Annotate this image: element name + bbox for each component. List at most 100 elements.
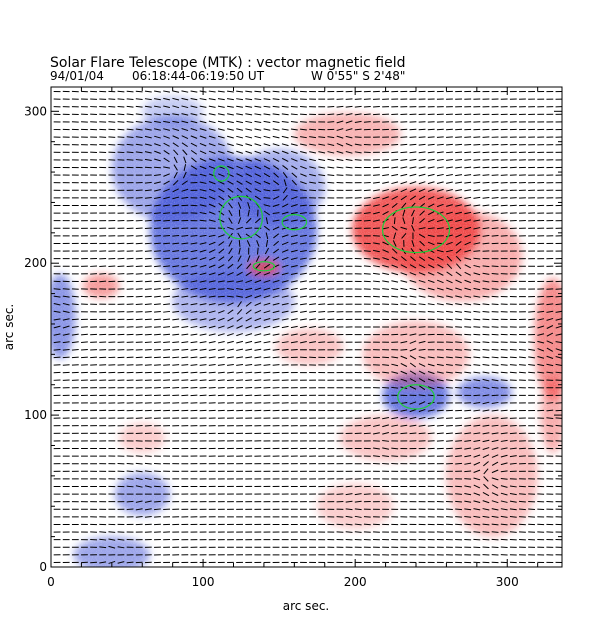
field-vector (190, 234, 198, 237)
field-vector (144, 341, 152, 343)
field-vector (455, 204, 463, 207)
field-vector (382, 181, 390, 184)
field-vector (537, 318, 545, 321)
field-vector (208, 356, 216, 359)
field-vector (53, 295, 61, 298)
field-vector (172, 295, 180, 298)
field-vector (144, 135, 152, 139)
field-vector (208, 211, 216, 215)
field-vector (482, 333, 490, 336)
field-vector (436, 219, 444, 223)
field-vector (217, 333, 225, 336)
field-vector (455, 287, 462, 291)
field-vector (464, 379, 472, 382)
field-vector (154, 310, 161, 313)
field-vector (519, 356, 526, 359)
field-vector (464, 417, 472, 419)
field-vector (199, 341, 207, 344)
field-vector (144, 151, 152, 154)
field-vector (482, 196, 490, 199)
field-vector (555, 295, 562, 298)
field-vector (500, 409, 508, 412)
field-vector (509, 371, 517, 374)
field-vector (455, 189, 463, 192)
field-vector (482, 523, 490, 526)
field-vector (500, 219, 508, 222)
field-vector (373, 288, 380, 290)
field-vector (62, 356, 70, 359)
field-vector (455, 279, 462, 284)
field-vector (491, 364, 499, 366)
field-vector (528, 318, 536, 321)
field-vector (464, 447, 472, 450)
field-vector (245, 158, 253, 162)
field-vector (255, 263, 261, 270)
field-vector (309, 250, 317, 252)
field-vector (227, 288, 234, 290)
field-vector (455, 318, 463, 321)
field-vector (464, 181, 472, 184)
field-vector (290, 264, 298, 268)
field-vector (208, 379, 216, 381)
field-vector (418, 295, 426, 298)
field-vector (236, 348, 244, 351)
field-vector (519, 493, 526, 495)
field-vector (263, 263, 271, 269)
field-vector (163, 204, 171, 207)
field-vector (144, 470, 152, 473)
field-vector (418, 333, 426, 336)
field-vector (254, 128, 262, 131)
field-vector (163, 97, 171, 101)
field-vector (401, 232, 407, 239)
field-vector (509, 455, 517, 458)
field-vector (199, 98, 207, 101)
field-vector (144, 311, 152, 313)
field-vector (482, 508, 490, 511)
field-vector (154, 105, 161, 108)
field-vector (318, 235, 326, 237)
field-vector (163, 326, 171, 328)
field-vector (309, 303, 317, 306)
contour-lines (213, 165, 451, 410)
field-vector (455, 485, 463, 488)
field-vector (281, 264, 289, 268)
field-vector (363, 121, 371, 123)
field-vector (473, 461, 481, 466)
field-vector (172, 371, 180, 374)
field-vector (528, 364, 536, 366)
field-vector (391, 288, 399, 291)
field-vector (519, 485, 526, 488)
field-vector (455, 447, 463, 450)
field-vector (236, 150, 243, 154)
field-vector (181, 250, 189, 253)
field-vector (135, 204, 143, 207)
field-vector (117, 136, 125, 138)
field-vector (300, 310, 307, 313)
field-vector (199, 234, 207, 237)
field-vector (272, 318, 280, 321)
field-vector (290, 113, 298, 116)
field-vector (509, 485, 517, 488)
field-vector (236, 226, 243, 230)
field-vector (473, 500, 481, 504)
field-vector (154, 356, 161, 359)
field-vector (473, 250, 481, 252)
field-vector (400, 355, 408, 360)
field-vector (172, 142, 179, 148)
field-vector (418, 136, 426, 138)
field-vector (555, 371, 562, 374)
field-vector (199, 371, 207, 374)
field-vector (473, 515, 481, 518)
field-vector (144, 105, 152, 108)
field-vector (227, 302, 234, 307)
field-vector (318, 318, 326, 321)
field-vector (126, 128, 134, 131)
field-vector (555, 432, 562, 435)
field-vector (144, 288, 152, 290)
field-vector (245, 295, 253, 299)
field-vector (546, 347, 554, 352)
field-vector (154, 265, 161, 268)
field-vector (363, 113, 371, 116)
field-vector (135, 424, 143, 427)
field-vector (464, 279, 472, 284)
